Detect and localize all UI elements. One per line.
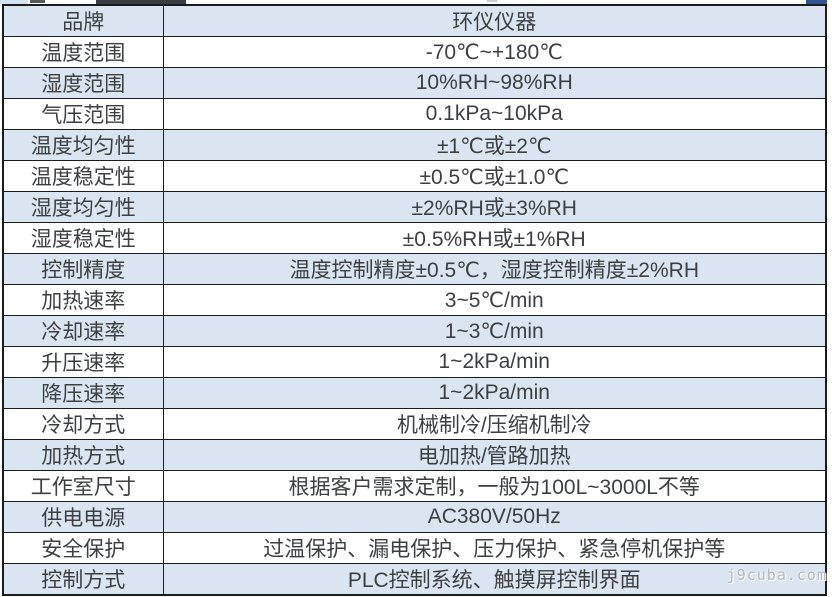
row-label: 安全保护 [2, 532, 164, 564]
table-row: 温度稳定性 ±0.5℃或±1.0℃ [2, 160, 827, 192]
table-row: 冷却速率 1~3℃/min [2, 315, 827, 347]
row-label: 温度范围 [2, 36, 164, 68]
table-row: 品牌 环仪仪器 [2, 4, 827, 37]
row-value: 环仪仪器 [162, 4, 827, 37]
spec-table: 品牌 环仪仪器 温度范围 -70℃~+180℃ 湿度范围 10%RH~98%RH… [2, 4, 827, 596]
table-row: 控制精度 温度控制精度±0.5℃，湿度控制精度±2%RH [2, 253, 827, 285]
table-row: 升压速率 1~2kPa/min [2, 346, 827, 378]
remnant-mark [0, 0, 28, 4]
row-label: 加热速率 [2, 284, 164, 316]
table-row: 温度范围 -70℃~+180℃ [2, 36, 827, 68]
row-label: 升压速率 [2, 346, 164, 378]
row-label: 品牌 [2, 4, 164, 37]
row-value: 1~2kPa/min [162, 346, 827, 378]
row-value: 1~2kPa/min [162, 377, 827, 409]
row-label: 控制方式 [2, 563, 164, 596]
cropped-row-remnant [0, 0, 832, 4]
table-row: 加热方式 电加热/管路加热 [2, 439, 827, 471]
row-value: ±0.5%RH或±1%RH [162, 222, 827, 254]
table-row: 供电电源 AC380V/50Hz [2, 501, 827, 533]
table-row: 工作室尺寸 根据客户需求定制，一般为100L~3000L不等 [2, 470, 827, 502]
row-label: 冷却方式 [2, 408, 164, 440]
row-label: 温度均匀性 [2, 129, 164, 161]
row-label: 降压速率 [2, 377, 164, 409]
remnant-mark [806, 0, 827, 4]
row-value: 根据客户需求定制，一般为100L~3000L不等 [162, 470, 827, 502]
row-value: 10%RH~98%RH [162, 67, 827, 99]
row-label: 加热方式 [2, 439, 164, 471]
table-row: 降压速率 1~2kPa/min [2, 377, 827, 409]
row-label: 温度稳定性 [2, 160, 164, 192]
table-row: 加热速率 3~5℃/min [2, 284, 827, 316]
row-value: ±1℃或±2℃ [162, 129, 827, 161]
row-value: ±2%RH或±3%RH [162, 191, 827, 223]
table-row: 冷却方式 机械制冷/压缩机制冷 [2, 408, 827, 440]
row-label: 湿度范围 [2, 67, 164, 99]
row-label: 气压范围 [2, 98, 164, 130]
row-label: 湿度均匀性 [2, 191, 164, 223]
table-row: 温度均匀性 ±1℃或±2℃ [2, 129, 827, 161]
table-row: 控制方式 PLC控制系统、触摸屏控制界面 [2, 563, 827, 596]
table-row: 安全保护 过温保护、漏电保护、压力保护、紧急停机保护等 [2, 532, 827, 564]
row-value: AC380V/50Hz [162, 501, 827, 533]
row-value: 1~3℃/min [162, 315, 827, 347]
row-value: -70℃~+180℃ [162, 36, 827, 68]
row-value: 0.1kPa~10kPa [162, 98, 827, 130]
row-value: 3~5℃/min [162, 284, 827, 316]
table-row: 湿度稳定性 ±0.5%RH或±1%RH [2, 222, 827, 254]
row-label: 工作室尺寸 [2, 470, 164, 502]
table-row: 气压范围 0.1kPa~10kPa [2, 98, 827, 130]
row-value: 温度控制精度±0.5℃，湿度控制精度±2%RH [162, 253, 827, 285]
table-row: 湿度范围 10%RH~98%RH [2, 67, 827, 99]
remnant-mark [487, 0, 497, 2]
remnant-mark [96, 0, 186, 4]
row-value: ±0.5℃或±1.0℃ [162, 160, 827, 192]
row-value: 机械制冷/压缩机制冷 [162, 408, 827, 440]
spec-table-body: 品牌 环仪仪器 温度范围 -70℃~+180℃ 湿度范围 10%RH~98%RH… [2, 4, 827, 596]
row-label: 湿度稳定性 [2, 222, 164, 254]
row-label: 供电电源 [2, 501, 164, 533]
row-value: PLC控制系统、触摸屏控制界面 [162, 563, 827, 596]
remnant-mark [30, 0, 45, 3]
row-value: 电加热/管路加热 [162, 439, 827, 471]
row-label: 冷却速率 [2, 315, 164, 347]
table-row: 湿度均匀性 ±2%RH或±3%RH [2, 191, 827, 223]
row-value: 过温保护、漏电保护、压力保护、紧急停机保护等 [162, 532, 827, 564]
row-label: 控制精度 [2, 253, 164, 285]
